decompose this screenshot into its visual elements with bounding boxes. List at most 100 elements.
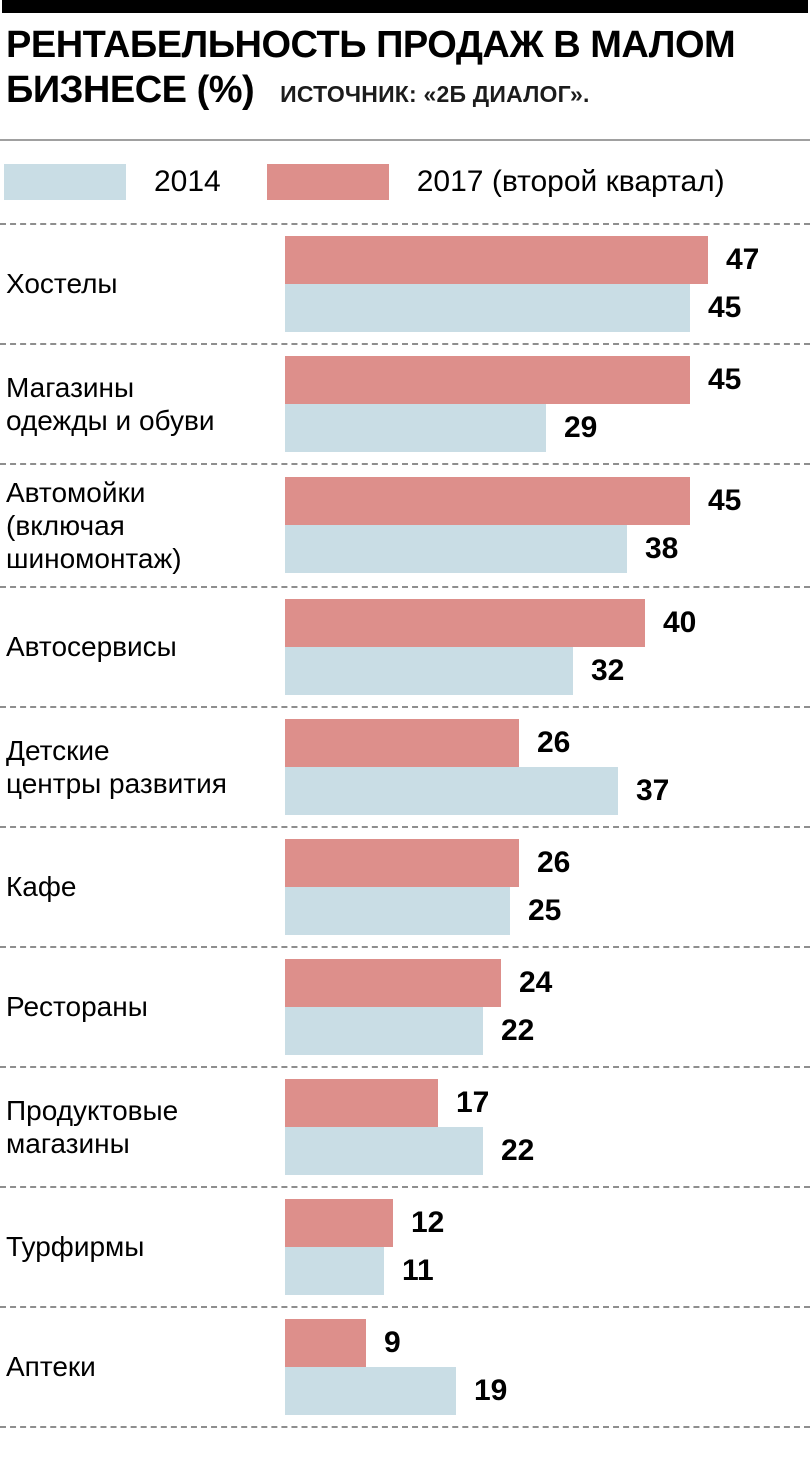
bar-group: Автосервисы 40 32 [0, 588, 810, 708]
category-label: Рестораны [6, 991, 148, 1023]
bar-2017 [285, 838, 519, 887]
bar-pair: 45 29 [285, 355, 810, 452]
bar-group: Магазины одежды и обуви 45 29 [0, 345, 810, 465]
category-label: Хостелы [6, 268, 118, 300]
legend-swatch-2017 [266, 163, 389, 200]
category-label: Аптеки [6, 1351, 96, 1383]
chart-legend: 2014 2017 (второй квартал) [0, 141, 810, 225]
bar-pair: 24 22 [285, 958, 810, 1055]
category-label: Продуктовые магазины [6, 1094, 179, 1159]
page-title-line1: РЕНТАБЕЛЬНОСТЬ ПРОДАЖ В МАЛОМ [6, 24, 736, 66]
value-label-2014: 45 [708, 290, 742, 324]
bar-row-2014: 37 [285, 766, 810, 815]
value-label-2014: 29 [564, 410, 598, 444]
bar-2017 [285, 477, 690, 526]
category-label: Магазины одежды и обуви [6, 371, 215, 436]
bar-pair: 26 37 [285, 718, 810, 815]
bar-group: Хостелы 47 45 [0, 225, 810, 345]
bar-2014 [285, 1126, 483, 1175]
bar-group: Кафе 26 25 [0, 828, 810, 948]
value-label-2014: 11 [402, 1253, 434, 1287]
bar-2017 [285, 1318, 366, 1367]
bar-2017 [285, 958, 501, 1007]
value-label-2017: 45 [708, 484, 742, 518]
bar-2014 [285, 1366, 456, 1415]
bar-2017 [285, 355, 690, 404]
bar-row-2014: 22 [285, 1006, 810, 1055]
value-label-2017: 40 [663, 605, 697, 639]
bar-2014 [285, 1246, 384, 1295]
bar-row-2017: 40 [285, 598, 810, 647]
bar-row-2014: 25 [285, 886, 810, 935]
value-label-2014: 38 [645, 532, 679, 566]
bar-2014 [285, 766, 618, 815]
bar-2014 [285, 403, 546, 452]
bar-2014 [285, 886, 510, 935]
bar-2017 [285, 1198, 393, 1247]
bar-pair: 40 32 [285, 598, 810, 695]
bar-pair: 9 19 [285, 1318, 810, 1415]
bar-row-2017: 26 [285, 718, 810, 767]
bar-row-2014: 45 [285, 283, 810, 332]
bar-pair: 45 38 [285, 477, 810, 574]
bar-group: Рестораны 24 22 [0, 948, 810, 1068]
bar-row-2017: 12 [285, 1198, 810, 1247]
header-divider [0, 138, 810, 141]
bar-row-2014: 38 [285, 525, 810, 574]
chart-header: РЕНТАБЕЛЬНОСТЬ ПРОДАЖ В МАЛОМ БИЗНЕСЕ (%… [0, 13, 810, 139]
bar-group: Автомойки (включая шиномонтаж) 45 38 [0, 465, 810, 588]
bar-group: Продуктовые магазины 17 22 [0, 1068, 810, 1188]
bar-row-2017: 17 [285, 1078, 810, 1127]
page-title-line2: БИЗНЕСЕ (%) [6, 68, 255, 111]
bar-2014 [285, 646, 573, 695]
value-label-2014: 25 [528, 893, 562, 927]
value-label-2017: 45 [708, 362, 742, 396]
bar-group: Детские центры развития 26 37 [0, 708, 810, 828]
bar-pair: 26 25 [285, 838, 810, 935]
value-label-2017: 47 [726, 242, 760, 276]
value-label-2017: 26 [537, 845, 571, 879]
bar-2014 [285, 525, 627, 574]
value-label-2014: 19 [474, 1373, 508, 1407]
bar-row-2017: 47 [285, 235, 810, 284]
legend-swatch-2014 [4, 163, 126, 200]
bar-row-2014: 22 [285, 1126, 810, 1175]
bar-group: Аптеки 9 19 [0, 1308, 810, 1428]
bar-2014 [285, 283, 690, 332]
category-label: Кафе [6, 871, 77, 903]
bar-row-2014: 11 [285, 1246, 810, 1295]
category-label: Турфирмы [6, 1231, 145, 1263]
value-label-2017: 26 [537, 725, 571, 759]
bar-row-2017: 45 [285, 355, 810, 404]
bar-2017 [285, 235, 708, 284]
value-label-2017: 24 [519, 965, 553, 999]
bar-row-2014: 32 [285, 646, 810, 695]
bar-2017 [285, 1078, 438, 1127]
bar-row-2017: 45 [285, 477, 810, 526]
top-black-bar [2, 0, 808, 13]
source-label: ИСТОЧНИК: «2Б ДИАЛОГ». [280, 80, 590, 107]
value-label-2017: 12 [411, 1205, 445, 1239]
legend-label-2014: 2014 [154, 164, 221, 198]
category-label: Детские центры развития [6, 734, 227, 799]
value-label-2014: 37 [636, 773, 670, 807]
value-label-2014: 22 [501, 1013, 535, 1047]
bar-group: Турфирмы 12 11 [0, 1188, 810, 1308]
bar-2017 [285, 718, 519, 767]
bar-row-2014: 29 [285, 403, 810, 452]
bar-2014 [285, 1006, 483, 1055]
value-label-2017: 9 [384, 1325, 401, 1359]
bar-row-2014: 19 [285, 1366, 810, 1415]
bottom-margin [0, 1428, 810, 1446]
value-label-2014: 22 [501, 1133, 535, 1167]
bar-pair: 12 11 [285, 1198, 810, 1295]
category-label: Автомойки (включая шиномонтаж) [6, 476, 182, 574]
bar-pair: 47 45 [285, 235, 810, 332]
bar-pair: 17 22 [285, 1078, 810, 1175]
bar-2017 [285, 598, 645, 647]
category-label: Автосервисы [6, 631, 177, 663]
legend-label-2017: 2017 (второй квартал) [416, 164, 725, 198]
bar-row-2017: 24 [285, 958, 810, 1007]
value-label-2014: 32 [591, 653, 625, 687]
